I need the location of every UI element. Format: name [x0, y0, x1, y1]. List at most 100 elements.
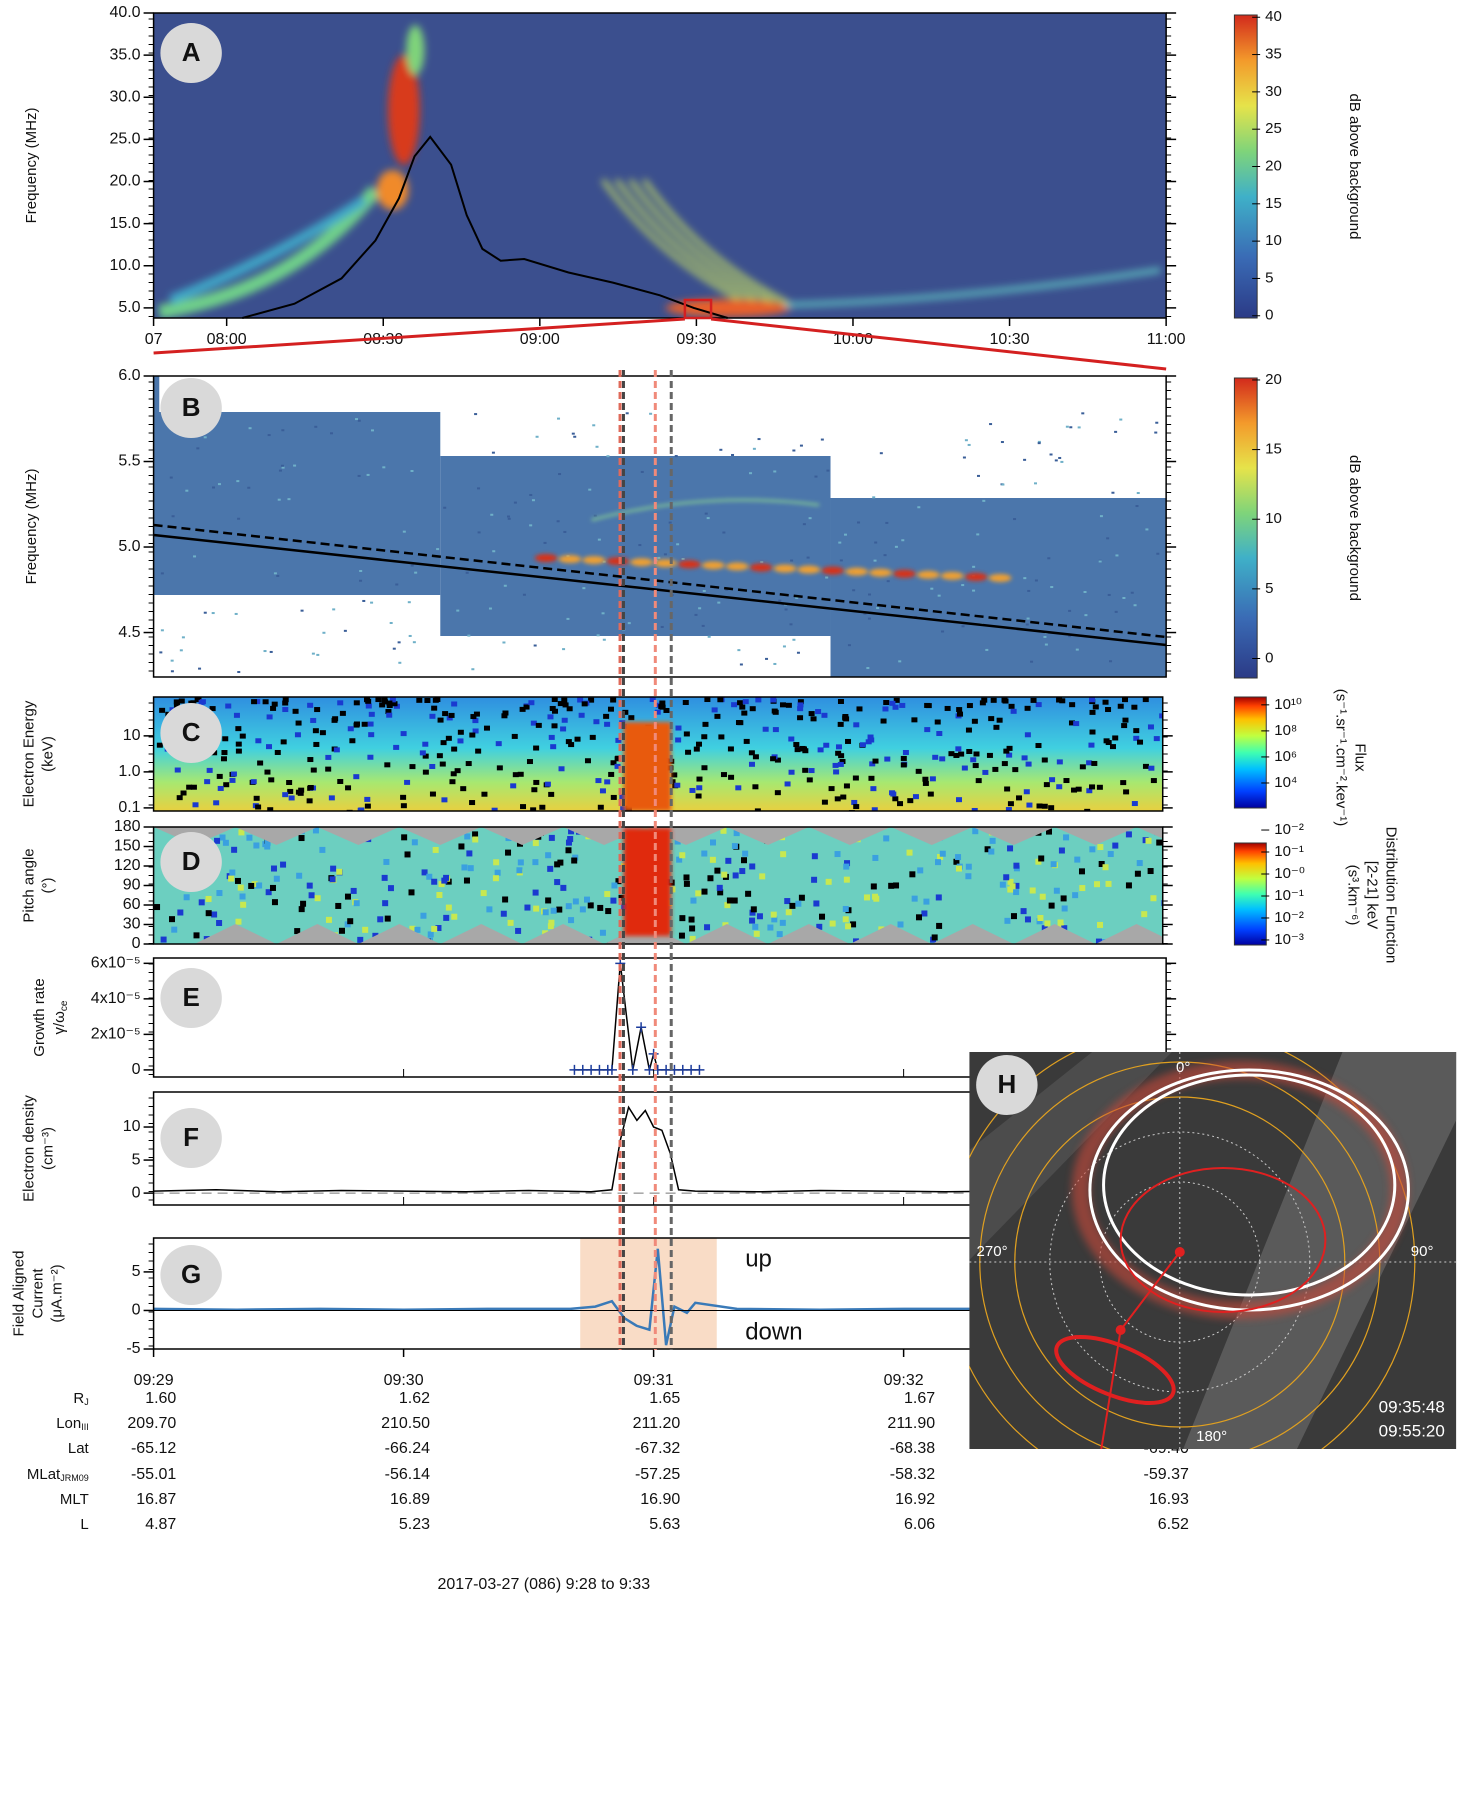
row-label-text: MLT — [60, 1491, 89, 1508]
noise — [529, 493, 533, 496]
noise — [381, 874, 388, 881]
noise — [533, 905, 540, 912]
noise — [422, 769, 429, 775]
noise — [721, 871, 728, 878]
noise — [198, 667, 202, 670]
auroral-image — [969, 1052, 1457, 1449]
colorbar-tick-label: 10⁻³ — [1274, 931, 1304, 948]
noise — [681, 557, 685, 560]
noise — [269, 650, 273, 653]
noise — [474, 413, 478, 416]
spacecraft — [1115, 1325, 1126, 1335]
noise — [472, 728, 479, 734]
noise — [169, 476, 173, 479]
noise — [784, 608, 788, 611]
noise — [966, 703, 973, 709]
row-label: L — [80, 1516, 88, 1533]
noise — [604, 779, 611, 785]
noise — [934, 719, 941, 725]
noise — [463, 877, 470, 884]
noise — [911, 717, 918, 723]
emission-arc — [158, 185, 381, 318]
noise — [432, 846, 439, 853]
noise — [845, 923, 852, 930]
noise — [547, 714, 554, 720]
noise — [347, 726, 354, 732]
noise — [420, 912, 427, 919]
noise — [1133, 728, 1140, 734]
no-coverage — [726, 827, 809, 845]
noise — [154, 904, 161, 911]
colorbar-tick-label: 10⁻¹ — [1274, 843, 1304, 860]
y-tick-label: 6x10⁻⁵ — [91, 955, 141, 972]
noise — [530, 720, 537, 726]
noise — [914, 943, 921, 944]
noise — [955, 865, 962, 872]
noise — [707, 875, 714, 882]
noise — [837, 698, 844, 704]
noise — [548, 734, 555, 740]
colorbar-tick-label: 10⁴ — [1274, 774, 1297, 791]
noise — [1155, 421, 1159, 424]
noise — [739, 704, 746, 710]
noise — [1103, 738, 1110, 744]
noise — [1026, 617, 1030, 620]
noise — [853, 804, 860, 810]
noise — [588, 697, 595, 703]
noise — [554, 879, 561, 886]
noise — [454, 768, 461, 774]
noise — [481, 791, 488, 797]
noise — [1145, 528, 1149, 531]
panel-letter: B — [182, 392, 201, 422]
noise — [180, 790, 187, 796]
noise — [159, 651, 163, 654]
noise — [883, 554, 887, 557]
noise — [780, 851, 787, 858]
noise — [1035, 743, 1042, 749]
noise — [314, 707, 321, 713]
emission-dot — [916, 570, 940, 579]
noise — [701, 734, 708, 740]
noise — [749, 706, 756, 712]
line — [153, 1105, 1167, 1193]
y-axis-label: (cm⁻³) — [40, 1127, 57, 1170]
noise — [731, 897, 738, 904]
noise — [558, 473, 562, 476]
noise — [1092, 943, 1099, 944]
noise — [483, 725, 490, 731]
noise — [231, 846, 238, 853]
noise — [821, 799, 828, 805]
noise — [731, 702, 738, 708]
noise — [1001, 483, 1005, 486]
noise — [297, 790, 304, 796]
noise — [671, 772, 678, 778]
noise — [294, 928, 301, 935]
noise — [477, 531, 481, 534]
noise — [674, 455, 678, 458]
noise — [851, 799, 858, 805]
noise — [844, 860, 851, 867]
noise — [883, 700, 890, 706]
noise — [735, 785, 742, 791]
noise — [597, 904, 604, 911]
noise — [698, 607, 702, 610]
noise — [266, 714, 273, 720]
emission-arc — [628, 178, 780, 307]
noise — [278, 469, 282, 472]
noise — [325, 766, 332, 772]
noise — [870, 786, 877, 792]
noise — [554, 861, 561, 868]
noise — [982, 499, 986, 502]
noise — [1009, 883, 1016, 890]
noise — [967, 443, 971, 446]
noise — [843, 783, 850, 789]
noise — [832, 762, 839, 768]
noise — [398, 661, 402, 664]
marker — [586, 1064, 597, 1075]
noise — [615, 737, 622, 743]
noise — [362, 599, 366, 602]
noise — [640, 470, 644, 473]
noise — [810, 716, 817, 722]
noise — [312, 827, 319, 834]
noise — [1037, 442, 1041, 445]
